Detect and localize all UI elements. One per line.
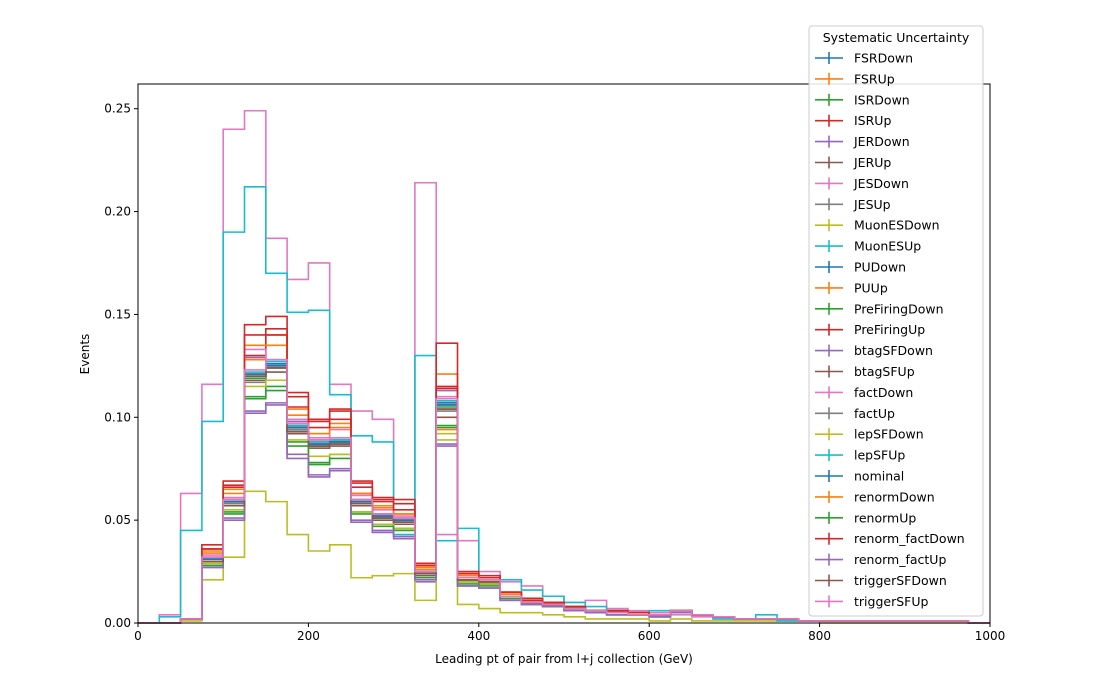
legend-entry: renorm_factUp <box>815 552 946 567</box>
legend-entry: PUUp <box>815 280 888 295</box>
legend-label: nominal <box>854 469 904 484</box>
legend-label: lepSFUp <box>854 448 905 463</box>
x-tick-label: 600 <box>638 629 661 643</box>
legend-label: btagSFUp <box>854 364 915 379</box>
legend-label: MuonESUp <box>854 239 921 254</box>
legend-entry: nominal <box>815 469 904 484</box>
legend-entry: btagSFDown <box>815 343 933 358</box>
legend-entry: triggerSFUp <box>815 594 928 609</box>
y-tick-label: 0.20 <box>104 205 131 219</box>
legend-entry: btagSFUp <box>815 364 915 379</box>
legend-label: renorm_factUp <box>854 552 946 567</box>
legend-entry: renormUp <box>815 510 916 525</box>
legend-label: PreFiringUp <box>854 322 925 337</box>
legend-entry: JERUp <box>815 155 891 170</box>
legend-entry: renormDown <box>815 489 935 504</box>
legend-label: PUDown <box>854 260 906 275</box>
series-layer <box>138 109 990 624</box>
x-tick-label: 0 <box>134 629 142 643</box>
legend-entry: renorm_factDown <box>815 531 965 546</box>
legend-box <box>808 25 984 617</box>
legend-entry: lepSFUp <box>815 448 905 463</box>
legend-label: renormUp <box>854 510 916 525</box>
legend-entry: PreFiringDown <box>815 301 944 316</box>
legend-label: ISRDown <box>854 92 910 107</box>
y-tick-label: 0.05 <box>104 513 131 527</box>
legend-label: JERDown <box>853 134 910 149</box>
legend-label: FSRUp <box>854 71 895 86</box>
legend-entry: lepSFDown <box>815 427 924 442</box>
legend-label: FSRDown <box>854 51 913 66</box>
legend-entry: factUp <box>815 406 895 421</box>
legend-label: renorm_factDown <box>854 531 965 546</box>
legend-label: factDown <box>854 385 913 400</box>
y-tick-label: 0.10 <box>104 410 131 424</box>
y-axis-label: Events <box>78 334 92 375</box>
legend-label: factUp <box>854 406 895 421</box>
legend-label: triggerSFDown <box>854 573 947 588</box>
axes-frame <box>137 83 991 624</box>
x-tick-label: 1000 <box>975 629 1006 643</box>
legend-label: PUUp <box>854 280 888 295</box>
legend-entry: PUDown <box>815 260 906 275</box>
y-tick-label: 0.00 <box>104 616 131 630</box>
legend-entry: FSRDown <box>815 51 913 66</box>
legend-items: FSRDown FSRUp ISRDown ISRUp JERDown JERUp JESD… <box>815 51 965 609</box>
y-tick-label: 0.25 <box>104 102 131 116</box>
legend-label: JESUp <box>853 197 891 212</box>
legend-entry: JESDown <box>815 176 909 191</box>
x-tick-label: 800 <box>808 629 831 643</box>
legend-entry: MuonESUp <box>815 239 921 254</box>
legend-label: renormDown <box>854 489 935 504</box>
legend-label: JESDown <box>853 176 909 191</box>
legend-entry: FSRUp <box>815 71 895 86</box>
legend-entry: MuonESDown <box>815 218 940 233</box>
legend-entry: ISRDown <box>815 92 910 107</box>
legend-entry: triggerSFDown <box>815 573 947 588</box>
x-tick-label: 200 <box>297 629 320 643</box>
legend-entry: JESUp <box>815 197 891 212</box>
x-tick-label: 400 <box>467 629 490 643</box>
legend-entry: ISRUp <box>815 113 891 128</box>
x-axis-label: Leading pt of pair from l+j collection (… <box>435 652 693 666</box>
y-tick-label: 0.15 <box>104 307 131 321</box>
series-line-MuonESUp <box>138 186 990 624</box>
legend-label: ISRUp <box>854 113 891 128</box>
legend-label: MuonESDown <box>854 218 940 233</box>
legend-label: JERUp <box>853 155 891 170</box>
legend-label: triggerSFUp <box>854 594 928 609</box>
legend-label: PreFiringDown <box>854 301 944 316</box>
legend: Systematic Uncertainty FSRDown FSRUp ISRDo… <box>808 25 984 617</box>
legend-title: Systematic Uncertainty <box>823 30 970 45</box>
series-line-triggerSFUp <box>138 358 990 624</box>
legend-entry: JERDown <box>815 134 910 149</box>
legend-label: lepSFDown <box>854 427 924 442</box>
legend-label: btagSFDown <box>854 343 933 358</box>
legend-entry: PreFiringUp <box>815 322 925 337</box>
x-axis-ticks: 0 200 400 600 800 1000 <box>134 623 1005 643</box>
legend-entry: factDown <box>815 385 913 400</box>
y-axis-ticks: 0.00 0.05 0.10 0.15 0.20 0.25 <box>104 102 138 630</box>
